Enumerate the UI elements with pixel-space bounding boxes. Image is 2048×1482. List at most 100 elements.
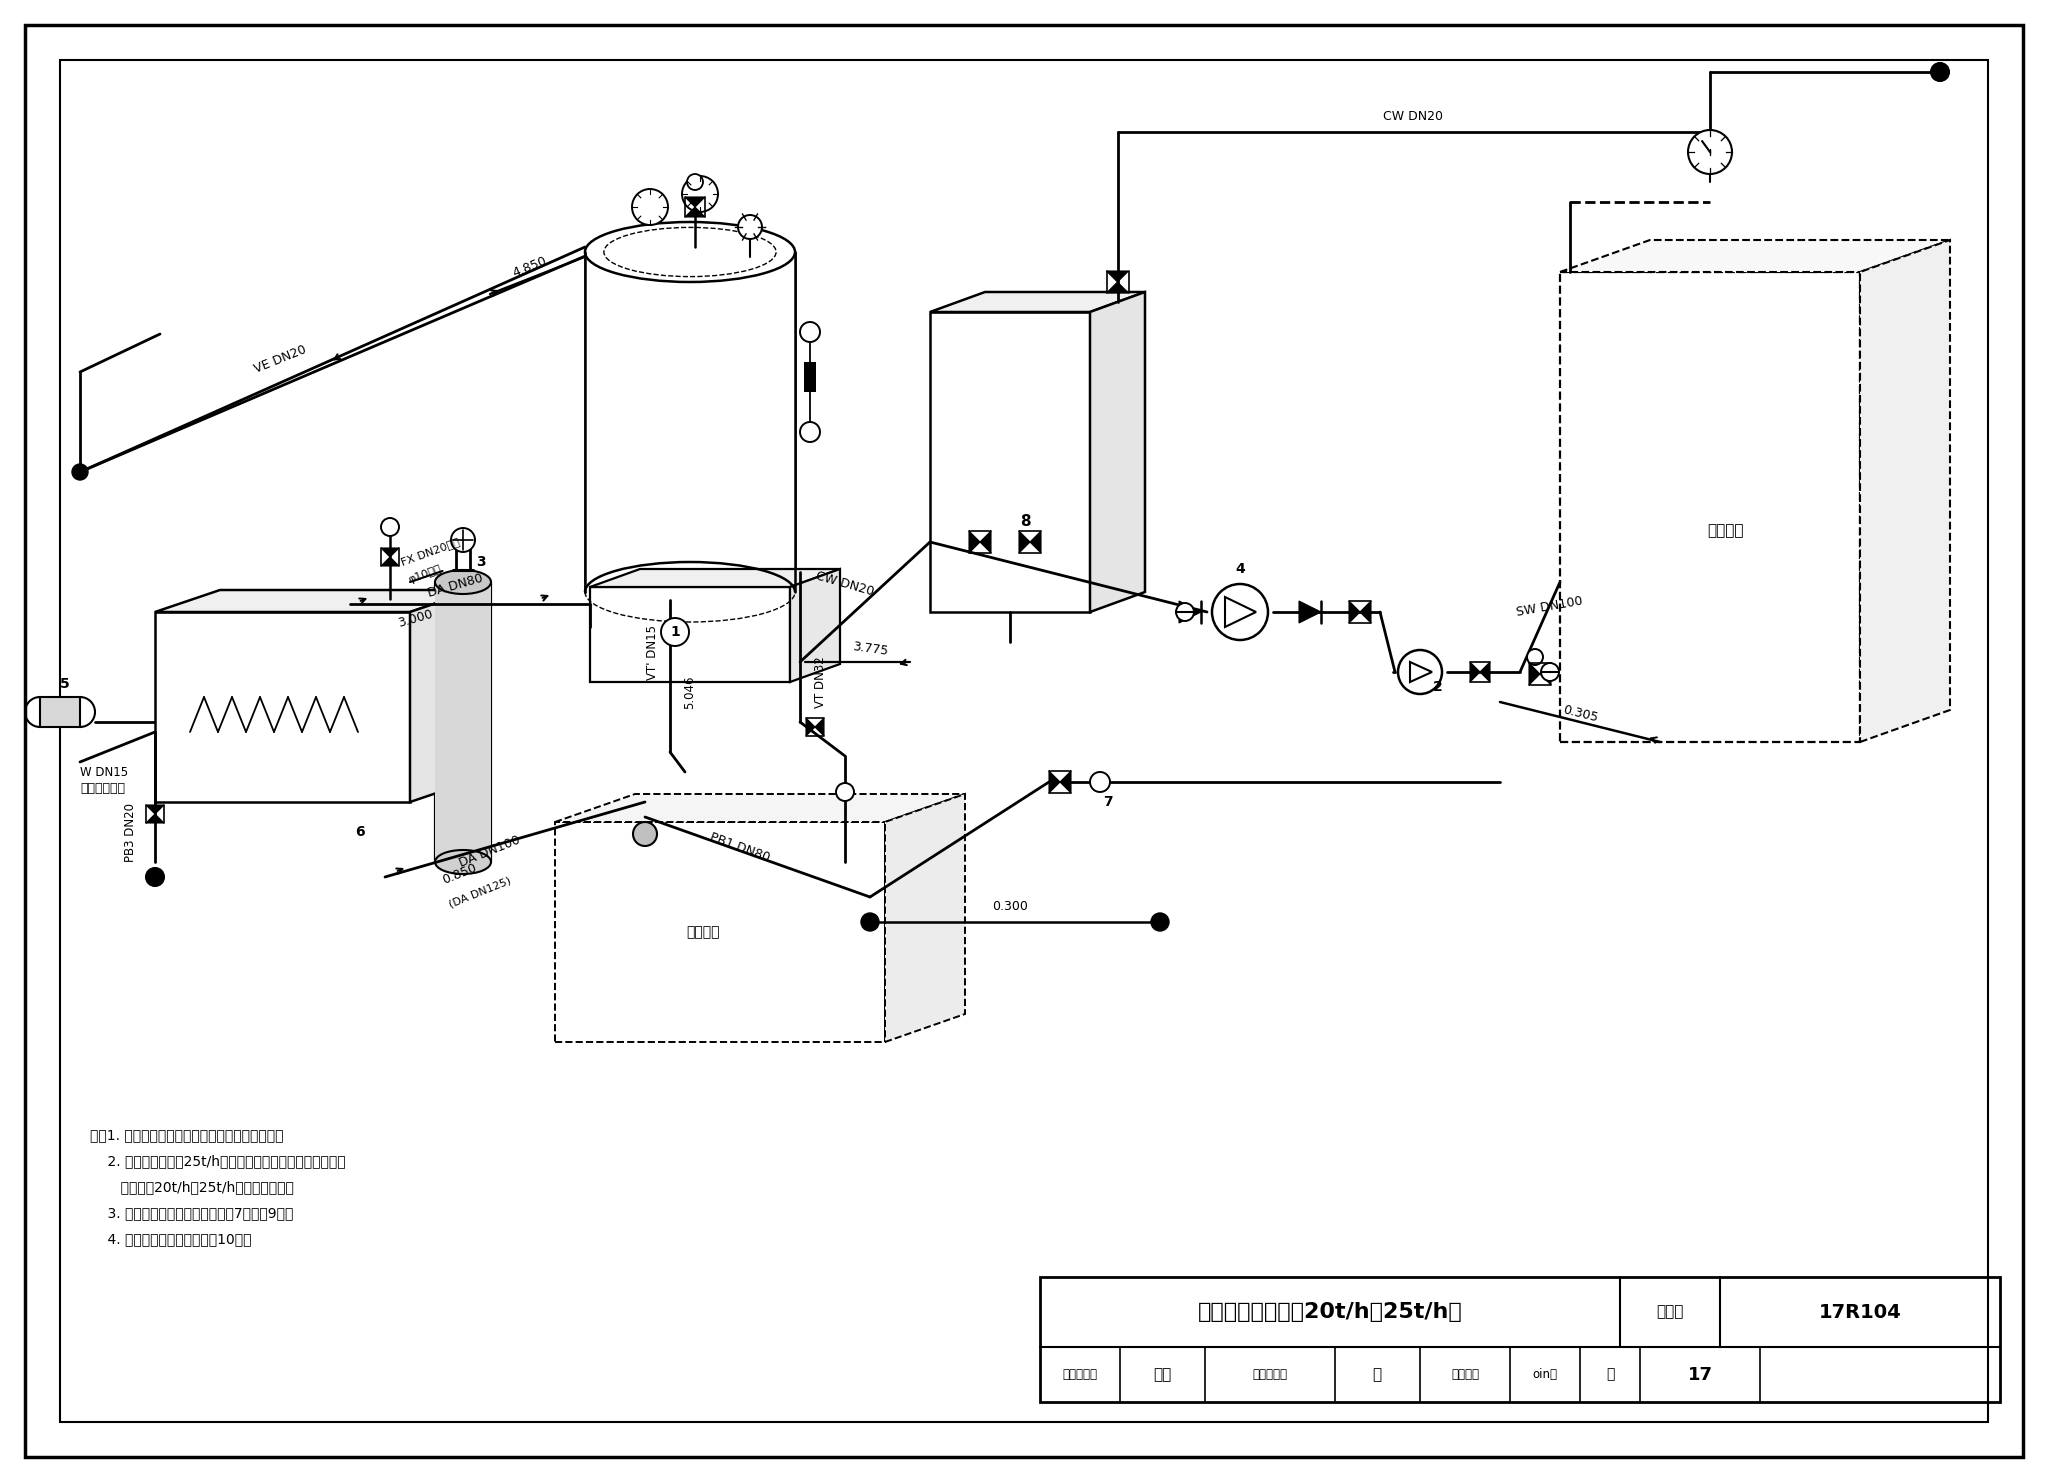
Text: 7: 7: [1104, 794, 1112, 809]
Text: CW DN20: CW DN20: [1382, 111, 1444, 123]
Circle shape: [72, 464, 88, 480]
Text: VE DN20: VE DN20: [252, 342, 307, 375]
Circle shape: [662, 618, 688, 646]
Text: CW DN20: CW DN20: [815, 569, 877, 599]
Polygon shape: [1860, 240, 1950, 742]
Text: 图集号: 图集号: [1657, 1304, 1683, 1319]
Polygon shape: [1350, 602, 1360, 622]
Text: W DN15: W DN15: [80, 766, 129, 778]
Polygon shape: [590, 569, 840, 587]
Circle shape: [633, 823, 657, 846]
Polygon shape: [1020, 531, 1030, 553]
Polygon shape: [930, 292, 1145, 313]
Polygon shape: [145, 814, 164, 823]
Text: VT DN32: VT DN32: [813, 657, 827, 708]
Polygon shape: [1049, 771, 1061, 793]
Circle shape: [801, 422, 819, 442]
Polygon shape: [41, 697, 80, 728]
Circle shape: [1528, 649, 1542, 665]
Polygon shape: [381, 548, 399, 557]
Polygon shape: [684, 197, 705, 207]
Text: 4. 管道名称及管段号详见第10页。: 4. 管道名称及管段号详见第10页。: [90, 1232, 252, 1246]
Text: 栖: 栖: [1372, 1366, 1382, 1383]
Circle shape: [1688, 130, 1733, 173]
Text: 2: 2: [1434, 680, 1444, 694]
Polygon shape: [410, 590, 475, 802]
Polygon shape: [1030, 531, 1040, 553]
Polygon shape: [1180, 602, 1200, 622]
Text: 除氧水箱: 除氧水箱: [686, 925, 721, 940]
Polygon shape: [586, 252, 795, 591]
Polygon shape: [1090, 292, 1145, 612]
Text: 校对安玉生: 校对安玉生: [1253, 1368, 1288, 1381]
Polygon shape: [145, 805, 164, 814]
Text: DA DN80: DA DN80: [426, 572, 483, 600]
Text: DA DN100: DA DN100: [457, 834, 522, 870]
Polygon shape: [1061, 771, 1071, 793]
Text: 管道连接示意图（20t/h、25t/h）: 管道连接示意图（20t/h、25t/h）: [1198, 1303, 1462, 1322]
Circle shape: [836, 782, 854, 800]
Circle shape: [1151, 913, 1169, 931]
Text: PB3 DN20: PB3 DN20: [123, 802, 137, 861]
Polygon shape: [434, 582, 492, 863]
Polygon shape: [156, 590, 475, 612]
Circle shape: [801, 322, 819, 342]
Circle shape: [1090, 772, 1110, 791]
Text: 5: 5: [59, 677, 70, 691]
Circle shape: [1540, 662, 1559, 682]
Polygon shape: [1106, 271, 1128, 282]
Circle shape: [381, 519, 399, 536]
Polygon shape: [684, 207, 705, 216]
Polygon shape: [1540, 662, 1550, 685]
Ellipse shape: [434, 571, 492, 594]
Text: 0.300: 0.300: [991, 901, 1028, 913]
Polygon shape: [156, 612, 410, 802]
Text: 5.046: 5.046: [684, 676, 696, 708]
Text: 3.775: 3.775: [852, 640, 889, 658]
Text: 3. 设备名称、编号及图例详见第7页、第9页。: 3. 设备名称、编号及图例详见第7页、第9页。: [90, 1206, 293, 1220]
Text: 0.305: 0.305: [1561, 704, 1599, 725]
Circle shape: [686, 173, 702, 190]
Polygon shape: [590, 587, 791, 682]
Polygon shape: [1561, 240, 1950, 273]
Polygon shape: [381, 557, 399, 566]
Polygon shape: [815, 717, 823, 737]
Text: φ10软管: φ10软管: [408, 563, 442, 584]
Circle shape: [1931, 64, 1950, 82]
Polygon shape: [885, 794, 965, 1042]
Text: 6: 6: [354, 825, 365, 839]
Polygon shape: [981, 531, 991, 553]
Text: 17R104: 17R104: [1819, 1303, 1901, 1322]
Circle shape: [1176, 603, 1194, 621]
Text: 4: 4: [1235, 562, 1245, 576]
Text: 3.000: 3.000: [395, 608, 434, 630]
Circle shape: [1212, 584, 1268, 640]
Text: 其他尺寸20t/h、25t/h除氧系统相同。: 其他尺寸20t/h、25t/h除氧系统相同。: [90, 1180, 293, 1194]
Text: 1: 1: [670, 625, 680, 639]
Text: 8: 8: [1020, 514, 1030, 529]
Bar: [1040, 1277, 2001, 1402]
Circle shape: [145, 868, 164, 886]
Polygon shape: [555, 794, 965, 823]
Polygon shape: [930, 313, 1090, 612]
Text: oin达: oin达: [1532, 1368, 1556, 1381]
Text: 17: 17: [1688, 1365, 1712, 1384]
Polygon shape: [807, 717, 815, 737]
Ellipse shape: [434, 851, 492, 874]
Polygon shape: [1470, 662, 1481, 682]
Text: 注：1. 真空抓气管与真空泵进气管接口对焊焊接。: 注：1. 真空抓气管与真空泵进气管接口对焊焊接。: [90, 1128, 283, 1143]
Polygon shape: [1106, 282, 1128, 293]
Polygon shape: [1530, 662, 1540, 685]
Ellipse shape: [586, 222, 795, 282]
Text: SW DN100: SW DN100: [1516, 594, 1585, 619]
Polygon shape: [1360, 602, 1370, 622]
Text: PB1 DN80: PB1 DN80: [709, 830, 772, 864]
Text: 设计刘达: 设计刘达: [1450, 1368, 1479, 1381]
Polygon shape: [969, 531, 981, 553]
Text: FX DN20软管: FX DN20软管: [399, 536, 461, 568]
Polygon shape: [1481, 662, 1491, 682]
Text: 0.850: 0.850: [440, 861, 479, 886]
Circle shape: [860, 913, 879, 931]
Text: 2. 括号内尺寸表示25t/h除氧系统对应的设备及管道尺寸，: 2. 括号内尺寸表示25t/h除氧系统对应的设备及管道尺寸，: [90, 1154, 346, 1168]
Circle shape: [737, 215, 762, 239]
